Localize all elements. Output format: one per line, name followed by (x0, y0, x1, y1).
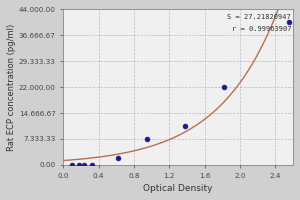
Text: r = 0.99963907: r = 0.99963907 (232, 26, 291, 32)
Point (222, 86, 226, 89)
Text: S = 27.21820947: S = 27.21820947 (227, 14, 291, 20)
Point (145, 137, 150, 141)
Point (82, 163, 87, 166)
Point (286, 21, 291, 24)
Point (183, 124, 188, 128)
Point (77, 163, 82, 166)
X-axis label: Optical Density: Optical Density (143, 184, 213, 193)
Point (89, 163, 94, 166)
Point (70, 163, 74, 166)
Y-axis label: Rat ECP concentration (pg/ml): Rat ECP concentration (pg/ml) (7, 24, 16, 151)
Point (116, 157, 120, 160)
